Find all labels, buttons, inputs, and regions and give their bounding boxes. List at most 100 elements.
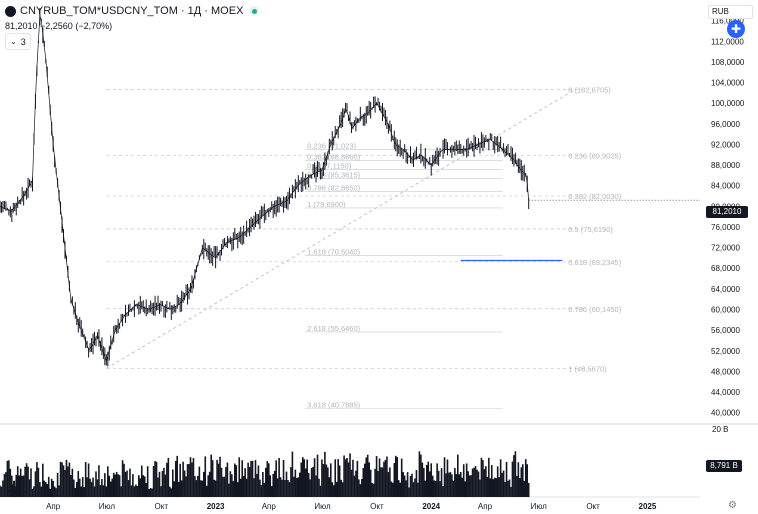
volume-bar	[374, 468, 376, 497]
last-price-tag: 81,2010	[706, 206, 748, 218]
volume-bar	[440, 468, 443, 497]
volume-bar	[488, 457, 490, 497]
volume-bar	[183, 470, 186, 497]
volume-bar	[362, 468, 365, 497]
volume-bar	[166, 462, 168, 497]
volume-bar	[319, 485, 322, 497]
fib-extension-label: 0.382 (82,0030)	[568, 192, 621, 201]
settings-gear-icon[interactable]: ⚙	[728, 500, 737, 511]
price-change-line: 81,2010 −2,2560 (−2,70%)	[5, 21, 112, 31]
volume-bar	[420, 454, 422, 497]
y-tick-label: 116,0000	[711, 17, 744, 26]
volume-bar	[265, 467, 267, 497]
volume-bar	[256, 473, 258, 497]
volume-bar	[322, 463, 325, 497]
volume-bar	[334, 459, 337, 497]
fib-extension-label: 0.786 (60,1450)	[568, 305, 621, 314]
volume-bar	[197, 475, 199, 497]
volume-bar	[378, 458, 381, 497]
volume-bar	[291, 451, 294, 497]
volume-bar	[377, 470, 379, 497]
x-tick-label: Окт	[155, 502, 169, 511]
volume-bar	[464, 481, 466, 497]
volume-bar	[140, 465, 143, 497]
volume-bar	[346, 458, 348, 497]
volume-bar	[15, 474, 18, 497]
plus-circle-icon[interactable]: ✚	[727, 20, 745, 38]
volume-bar	[527, 482, 530, 497]
tradingview-logo-icon[interactable]: ⅃	[8, 479, 17, 496]
fib-extension-label: 0.236 (89,9025)	[568, 151, 621, 160]
volume-bar	[208, 471, 211, 497]
volume-bar	[81, 476, 84, 497]
volume-bar	[327, 467, 329, 497]
volume-bar	[169, 486, 171, 497]
y-tick-label: 44,0000	[711, 388, 740, 397]
volume-bar	[174, 460, 177, 497]
volume-bar	[27, 466, 29, 497]
volume-bar	[232, 481, 235, 497]
volume-bar	[74, 487, 77, 497]
volume-bar	[204, 456, 207, 497]
volume-bar	[499, 459, 502, 497]
volume-bar	[400, 458, 403, 497]
volume-bar	[263, 482, 266, 497]
volume-bar	[318, 478, 320, 497]
volume-bar	[408, 487, 410, 497]
volume-bar	[219, 456, 221, 497]
volume-bar	[431, 475, 434, 497]
volume-bar	[409, 475, 412, 497]
volume-bar	[301, 457, 304, 497]
volume-bar	[120, 486, 122, 497]
volume-bar	[278, 458, 280, 497]
volume-bar	[71, 468, 74, 497]
volume-bar	[37, 467, 40, 497]
y-tick-label: 48,0000	[711, 367, 740, 376]
volume-tag: 8,791 B	[706, 460, 742, 472]
volume-bar	[21, 475, 23, 497]
volume-bar	[501, 472, 503, 497]
volume-bar	[99, 485, 102, 497]
volume-bar	[375, 456, 378, 497]
volume-bar	[524, 459, 527, 497]
volume-bar	[0, 485, 1, 497]
currency-selector[interactable]: RUB	[708, 5, 753, 19]
volume-bar	[282, 459, 285, 497]
volume-bar	[457, 454, 459, 497]
volume-bar	[350, 469, 353, 497]
volume-bar	[365, 457, 368, 497]
volume-bar	[443, 457, 446, 497]
volume-bar	[399, 482, 402, 497]
volume-bar	[136, 485, 139, 497]
volume-bar	[25, 463, 28, 497]
volume-bar	[200, 480, 202, 497]
volume-bar	[307, 472, 310, 497]
volume-bar	[279, 477, 282, 497]
volume-bar	[448, 472, 450, 497]
volume-bar	[67, 466, 69, 497]
volume-bar	[417, 482, 419, 497]
volume-bar	[476, 469, 478, 497]
volume-bar	[355, 470, 357, 497]
volume-bar	[454, 468, 456, 497]
volume-bar	[513, 455, 515, 497]
volume-bar	[201, 480, 204, 497]
volume-bar	[145, 482, 148, 497]
volume-bar	[3, 474, 6, 497]
volume-bar	[58, 485, 60, 497]
volume-bar	[298, 472, 301, 497]
volume-bar	[34, 471, 37, 497]
indicators-toggle-button[interactable]: ⌄ 3	[5, 33, 31, 50]
fib-retracement-label: 2.618 (55,6460)	[307, 324, 360, 333]
symbol-header[interactable]: CNYRUB_TOM*USDCNY_TOM · 1Д · MOEX	[5, 5, 260, 17]
volume-bar	[245, 478, 248, 497]
volume-bar	[182, 461, 184, 497]
symbol-title[interactable]: CNYRUB_TOM*USDCNY_TOM · 1Д · MOEX	[20, 5, 244, 17]
market-status-icon[interactable]	[249, 6, 260, 16]
volume-bar	[402, 472, 404, 497]
volume-bar	[89, 478, 91, 497]
volume-bar	[146, 466, 149, 497]
volume-bar	[195, 480, 198, 497]
fib-retracement-label: 1 (79,6900)	[307, 200, 346, 209]
